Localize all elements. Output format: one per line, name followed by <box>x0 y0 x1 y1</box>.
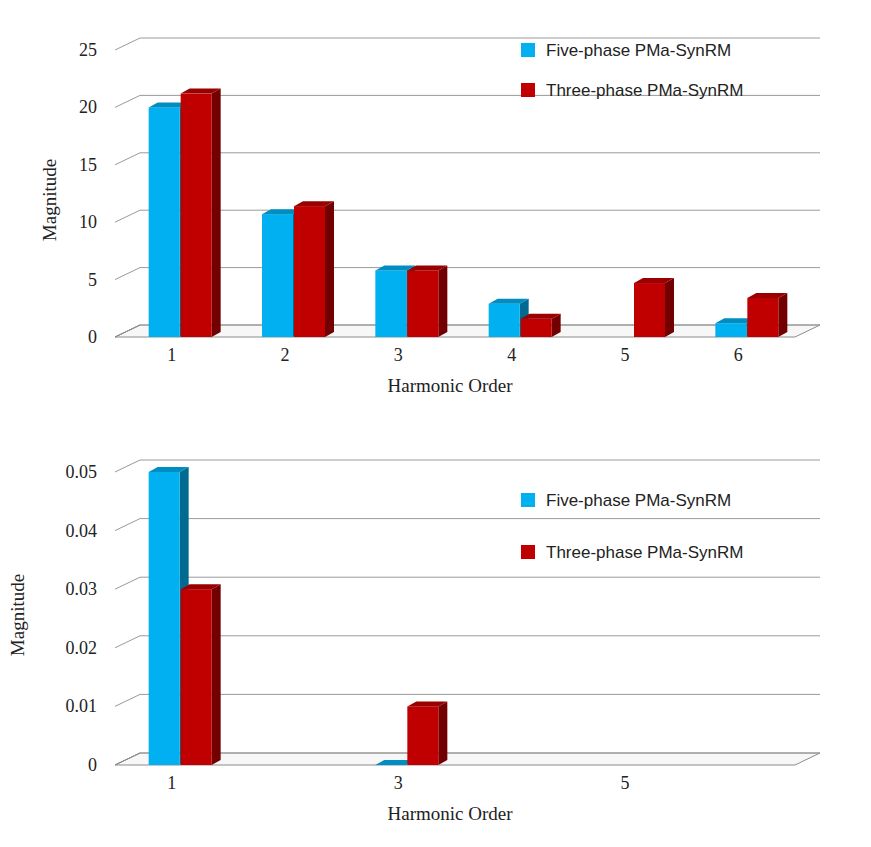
bar-top <box>149 467 189 472</box>
grid-line <box>115 636 820 648</box>
x-tick-label: 1 <box>167 345 176 365</box>
x-tick-label: 6 <box>734 345 743 365</box>
bar-front <box>489 304 520 337</box>
y-tick-label: 0 <box>88 327 97 347</box>
legend-swatch <box>521 43 535 57</box>
y-tick-label: 0.03 <box>66 579 98 599</box>
y-tick-label: 20 <box>79 97 97 117</box>
legend-label: Five-phase PMa-SynRM <box>546 41 731 60</box>
bar-side <box>438 701 447 765</box>
y-axis-label: Magnitude <box>39 159 60 241</box>
bar-front <box>634 283 665 337</box>
floor <box>115 325 820 337</box>
bar-front <box>375 270 406 337</box>
bar <box>294 201 334 337</box>
legend-label: Three-phase PMa-SynRM <box>546 543 743 562</box>
x-axis-label: Harmonic Order <box>387 803 513 824</box>
bar <box>407 701 447 765</box>
grid-line <box>115 460 820 472</box>
bar-top <box>407 265 447 270</box>
x-tick-label: 3 <box>394 345 403 365</box>
bar <box>181 89 221 337</box>
bar-side <box>778 293 787 337</box>
bar-front <box>294 206 325 337</box>
bar-front <box>181 94 212 337</box>
bar <box>181 584 221 765</box>
y-tick-label: 0 <box>88 755 97 775</box>
y-axis-line <box>115 753 140 765</box>
legend-swatch <box>521 545 535 559</box>
chart-1: 0 0.01 0.02 0.03 0.04 0.05 1 3 5 Harmonic Order Ma… <box>7 460 820 824</box>
y-tick-label: 0.04 <box>66 521 98 541</box>
bar-side <box>325 201 334 337</box>
bar-front <box>747 298 778 337</box>
bar-side <box>212 584 221 765</box>
bar <box>747 293 787 337</box>
bar-top <box>747 293 787 298</box>
grid-line <box>115 519 820 531</box>
y-tick-label: 10 <box>79 212 97 232</box>
y-tick-label: 0.02 <box>66 638 98 658</box>
bar-top <box>181 89 221 94</box>
grid-line <box>115 694 820 706</box>
bars <box>149 89 788 337</box>
bar-top <box>294 201 334 206</box>
grid-line <box>115 210 820 222</box>
grid-line <box>115 577 820 589</box>
bars <box>149 467 448 765</box>
bar-side <box>438 265 447 337</box>
chart-0: 0 5 10 15 20 25 1 2 3 4 5 6 Harmonic Order Magnitude F… <box>39 38 820 396</box>
bar <box>521 314 561 337</box>
bar-front <box>149 472 180 765</box>
legend-swatch <box>521 493 535 507</box>
legend-label: Five-phase PMa-SynRM <box>546 491 731 510</box>
legend-label: Three-phase PMa-SynRM <box>546 81 743 100</box>
grid-line <box>115 325 820 337</box>
bar-front <box>407 270 438 337</box>
bar-front <box>262 214 293 337</box>
bar-side <box>665 278 674 337</box>
bar-side <box>212 89 221 337</box>
floor <box>115 753 820 765</box>
y-tick-label: 0.01 <box>66 696 98 716</box>
x-tick-label: 2 <box>281 345 290 365</box>
y-tick-label: 0.05 <box>66 462 98 482</box>
grid-line <box>115 153 820 165</box>
y-axis-label: Magnitude <box>7 574 28 656</box>
grid-line <box>115 753 820 765</box>
bar-front <box>149 107 180 337</box>
bar-top <box>407 701 447 706</box>
bar-front <box>181 589 212 765</box>
x-axis-label: Harmonic Order <box>387 375 513 396</box>
x-tick-label: 3 <box>394 773 403 793</box>
y-tick-label: 25 <box>79 40 97 60</box>
grid-line <box>115 268 820 280</box>
x-tick-label: 5 <box>621 773 630 793</box>
bar-front <box>715 323 746 337</box>
chart-canvas: 0510152025123456Harmonic OrderMagnitudeF… <box>0 0 871 847</box>
bar-front <box>521 319 552 337</box>
bar-top <box>489 299 529 304</box>
x-tick-label: 4 <box>507 345 516 365</box>
bar-top <box>521 314 561 319</box>
x-tick-label: 5 <box>621 345 630 365</box>
y-axis-line <box>115 325 140 337</box>
legend-swatch <box>521 83 535 97</box>
y-tick-label: 15 <box>79 155 97 175</box>
bar-top <box>181 584 221 589</box>
bar-top <box>634 278 674 283</box>
bar-front <box>407 706 438 765</box>
bar <box>407 265 447 337</box>
y-tick-label: 5 <box>88 270 97 290</box>
x-tick-label: 1 <box>167 773 176 793</box>
bar <box>634 278 674 337</box>
